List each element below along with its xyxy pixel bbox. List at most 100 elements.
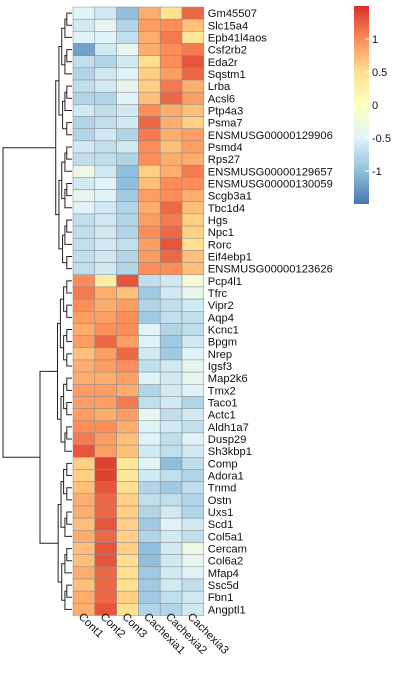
heatmap-cell (72, 31, 96, 44)
heatmap-cell (159, 189, 183, 202)
heatmap-cell (181, 274, 205, 288)
row-label: ENSMUSG00000129657 (208, 166, 333, 178)
heatmap-cell (138, 116, 161, 129)
heatmap-cell (181, 164, 205, 178)
heatmap-cell (116, 91, 139, 105)
column-labels: Cont1Cont2Cont3Cachexia1Cachexia2Cachexi… (76, 611, 231, 657)
heatmap-cell (94, 347, 117, 361)
heatmap-cell (116, 566, 139, 580)
heatmap-cell (72, 55, 96, 69)
heatmap-cell (181, 311, 205, 324)
heatmap-cells (72, 6, 205, 616)
heatmap-cell (138, 262, 161, 275)
legend-ticks: 1 0.5 0 -0.5 -1 (365, 34, 391, 178)
heatmap-cell (116, 517, 139, 531)
heatmap-cell (72, 432, 96, 446)
heatmap-cell (181, 566, 205, 580)
heatmap-cell (181, 469, 205, 482)
dendrogram-branch (66, 377, 72, 391)
dendrogram-branch (64, 432, 72, 452)
heatmap-cell (181, 55, 205, 69)
heatmap-cell (159, 347, 183, 361)
heatmap-cell (138, 43, 161, 56)
heatmap-cell (159, 578, 183, 592)
row-label: Slc15a4 (208, 20, 248, 32)
heatmap-cell (72, 384, 96, 397)
dendrogram-branch (66, 255, 72, 270)
heatmap-cell (138, 432, 161, 446)
heatmap-cell (116, 408, 139, 422)
dendrogram-branch (56, 322, 62, 420)
heatmap-cell (116, 213, 139, 227)
heatmap-cell (72, 104, 96, 117)
heatmap-cell (94, 481, 117, 495)
heatmap-cell (181, 67, 205, 81)
row-label: Fbn1 (208, 592, 234, 604)
heatmap-cell (72, 298, 96, 312)
heatmap-cell (138, 237, 161, 251)
heatmap-cell (116, 79, 139, 93)
dendrogram-branch (66, 329, 72, 343)
heatmap-cell (94, 384, 117, 397)
heatmap-cell (181, 31, 205, 44)
heatmap-cell (72, 408, 96, 422)
heatmap-cell (159, 384, 183, 397)
dendrogram-branch (64, 152, 72, 172)
row-label: ENSMUSG00000123626 (208, 264, 333, 276)
heatmap-cell (159, 566, 183, 580)
heatmap-cell (72, 530, 96, 543)
dendrogram-branch (66, 426, 72, 440)
heatmap-cell (116, 152, 139, 166)
heatmap-cell (72, 359, 96, 373)
heatmap-cell (116, 311, 139, 324)
heatmap-cell (116, 420, 139, 434)
heatmap-cell (94, 517, 117, 531)
heatmap-cell (159, 250, 183, 263)
heatmap-cell (94, 444, 117, 458)
heatmap-cell (116, 298, 139, 312)
heatmap-cell (138, 408, 161, 422)
dendrogram-branch (66, 584, 72, 598)
heatmap-cell (72, 286, 96, 300)
heatmap-cell (94, 311, 117, 324)
heatmap-cell (72, 274, 96, 288)
heatmap-cell (181, 505, 205, 519)
heatmap-cell (181, 347, 205, 361)
dendrogram-branch (66, 280, 72, 294)
heatmap-cell (159, 225, 183, 239)
heatmap-cell (159, 128, 183, 142)
heatmap-cell (138, 420, 161, 434)
heatmap-cell (116, 335, 139, 349)
heatmap-cell (138, 164, 161, 178)
heatmap-cell (94, 18, 117, 32)
heatmap-cell (181, 493, 205, 507)
heatmap-cell (159, 311, 183, 324)
heatmap-cell (181, 371, 205, 385)
dendrogram-branch (66, 353, 72, 367)
heatmap-cell (72, 542, 96, 555)
heatmap-cell (116, 457, 139, 470)
heatmap-cell (116, 432, 139, 446)
heatmap-cell (181, 396, 205, 409)
heatmap-cell (72, 201, 96, 215)
row-label: ENSMUSG00000130059 (208, 178, 333, 190)
dendrogram-branch (64, 91, 72, 111)
heatmap-cell (72, 262, 96, 275)
dendrogram-root (2, 147, 56, 458)
row-label: Col5a1 (208, 531, 243, 543)
heatmap-cell (159, 213, 183, 227)
heatmap-cell (116, 554, 139, 568)
heatmap-cell (116, 104, 139, 117)
heatmap-cell (138, 55, 161, 69)
heatmap-cell (181, 444, 205, 458)
heatmap-cell (72, 67, 96, 81)
heatmap-cell (138, 493, 161, 507)
heatmap-cell (159, 493, 183, 507)
heatmap-cell (94, 262, 117, 275)
heatmap-cell (138, 530, 161, 543)
heatmap-cell (159, 164, 183, 178)
heatmap-cell (72, 140, 96, 154)
heatmap-cell (181, 432, 205, 446)
dendrogram-branch (64, 18, 72, 38)
heatmap-cell (159, 262, 183, 275)
